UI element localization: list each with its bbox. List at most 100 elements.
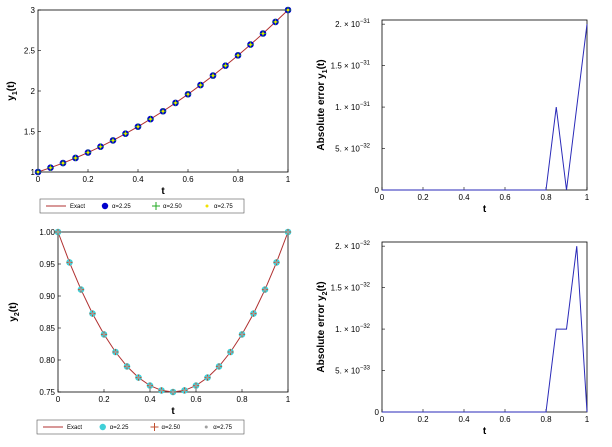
data-point (275, 261, 278, 264)
data-point (286, 230, 290, 234)
legend-box (36, 419, 245, 435)
x-tick-label: 0 (56, 395, 61, 404)
x-axis-label: t (161, 186, 165, 197)
data-point (36, 170, 40, 174)
series-α=2.75 (56, 230, 290, 394)
legend-box (39, 198, 245, 214)
x-tick-label: 1 (286, 395, 291, 404)
y-tick-label: 1 (31, 168, 36, 177)
y-tick-label: 5. × 10−33 (335, 366, 371, 376)
x-tick-label: 0.4 (458, 193, 470, 202)
data-point (274, 20, 277, 24)
data-point (99, 145, 102, 148)
y-tick-label: 0.85 (39, 324, 55, 333)
data-point (56, 230, 60, 234)
x-axis-label: t (171, 406, 175, 417)
legend: Exact α=2.25 α=2.50 α=2.75 (39, 198, 245, 214)
x-tick-label: 0.8 (236, 395, 248, 404)
data-point (229, 350, 232, 354)
x-tick-label: 0 (380, 415, 385, 424)
y-tick-label: 0.75 (39, 388, 55, 397)
plot-frame (381, 241, 588, 413)
data-point (137, 376, 140, 379)
data-point (49, 166, 52, 170)
y-tick-label: 2. × 10−31 (335, 19, 371, 29)
data-point (261, 32, 265, 35)
x-tick-label: 1 (286, 175, 291, 184)
series-α=2.25 (54, 228, 292, 396)
series-line (382, 24, 588, 191)
y-tick-label: 0.80 (39, 356, 55, 365)
y-tick-label: 1. × 10−31 (335, 102, 371, 112)
chart-3: 0 0.2 0.4 0.6 0.8 1 0.75 0.80 0.85 0.90 0.95 1.00 t y… (8, 228, 292, 435)
data-point (61, 161, 65, 165)
data-point (252, 312, 255, 315)
data-point (194, 384, 198, 387)
series-Exact (37, 9, 289, 173)
data-point (124, 132, 127, 135)
x-tick-label: 0.8 (540, 193, 552, 202)
chart-2: 0 0.2 0.4 0.6 0.8 1 0 5. × 10−32 1. × 10−31 1.5 ×… (316, 19, 590, 215)
series-line (382, 246, 588, 413)
y-tick-label: 0 (375, 408, 380, 417)
legend-swatch (205, 204, 209, 208)
legend: Exact α=2.25 α=2.50 α=2.75 (36, 419, 245, 435)
data-point (249, 43, 252, 46)
legend-swatch (204, 425, 208, 429)
legend-label: Exact (70, 204, 85, 210)
data-point (125, 365, 129, 368)
x-tick-label: 0.8 (540, 415, 552, 424)
data-point (79, 288, 83, 291)
y-tick-label: 5. × 10−32 (335, 144, 371, 154)
chart-4: 0 0.2 0.4 0.6 0.8 1 0 5. × 10−33 1. × 10−32 1.5 ×… (316, 241, 590, 437)
y-tick-label: 2 (31, 87, 36, 96)
data-point (217, 365, 221, 368)
data-point (240, 333, 244, 336)
y-axis-label: Absolute error y1(t) (316, 59, 329, 150)
data-point (160, 389, 163, 392)
data-point (114, 350, 117, 354)
y-tick-label: 2.5 (24, 47, 36, 56)
data-point (111, 139, 115, 142)
legend-label: Exact (67, 425, 82, 431)
legend-label: α=2.75 (214, 204, 233, 210)
data-point (149, 117, 152, 121)
legend-label: α=2.75 (213, 425, 232, 431)
data-point (136, 125, 140, 128)
data-point (161, 109, 165, 113)
legend-swatch (99, 423, 106, 431)
y-axis-label: y1(t) (6, 81, 19, 100)
data-point (186, 92, 190, 96)
y-tick-label: 1.5 × 10−32 (331, 283, 371, 293)
data-point (174, 101, 177, 105)
y-tick-label: 0.90 (39, 292, 55, 301)
x-tick-label: 0.6 (499, 415, 511, 424)
x-tick-label: 0.6 (182, 175, 194, 184)
legend-swatch (101, 202, 109, 210)
data-point (224, 64, 227, 67)
series-error (382, 24, 588, 191)
x-tick-label: 0 (36, 175, 41, 184)
legend-swatch (150, 423, 159, 431)
x-tick-label: 0.2 (417, 415, 429, 424)
data-point (86, 151, 90, 154)
y-axis-label: y2(t) (8, 302, 21, 321)
x-tick-label: 0.2 (417, 193, 429, 202)
data-point (148, 384, 152, 387)
data-point (211, 74, 215, 77)
legend-label: α=2.25 (110, 425, 129, 431)
x-tick-label: 0.4 (132, 175, 144, 184)
y-tick-label: 2. × 10−32 (335, 241, 371, 251)
x-tick-label: 0 (380, 193, 385, 202)
data-point (263, 288, 267, 291)
y-tick-label: 0.95 (39, 260, 55, 269)
chart-1: 0 0.2 0.4 0.6 0.8 1 1 1.5 2 2.5 3 t y1(t) Exact α=2.25… (6, 6, 292, 214)
legend-label: α=2.50 (162, 425, 181, 431)
x-axis-label: t (483, 426, 487, 437)
series-α=2.25 (34, 6, 292, 176)
series-error (382, 246, 588, 413)
plot-frame (381, 19, 588, 191)
data-point (206, 376, 209, 379)
x-tick-label: 0.6 (190, 395, 202, 404)
